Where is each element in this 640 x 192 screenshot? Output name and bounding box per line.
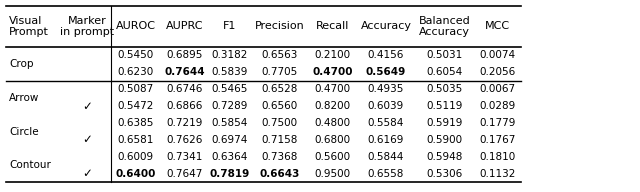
Text: 0.5035: 0.5035 <box>427 84 463 94</box>
Text: 0.7158: 0.7158 <box>262 135 298 145</box>
Text: AUROC: AUROC <box>116 21 156 31</box>
Text: 0.7289: 0.7289 <box>211 101 248 111</box>
Text: 0.6528: 0.6528 <box>262 84 298 94</box>
Text: 0.5450: 0.5450 <box>118 50 154 60</box>
Text: Precision: Precision <box>255 21 305 31</box>
Text: AUPRC: AUPRC <box>166 21 203 31</box>
Text: Arrow: Arrow <box>9 93 39 103</box>
Text: Contour: Contour <box>9 160 51 170</box>
Text: 0.5919: 0.5919 <box>427 118 463 128</box>
Text: 0.0067: 0.0067 <box>479 84 516 94</box>
Text: Marker
in prompt: Marker in prompt <box>60 16 114 37</box>
Text: 0.5854: 0.5854 <box>211 118 248 128</box>
Text: 0.9500: 0.9500 <box>315 169 351 179</box>
Text: 0.1132: 0.1132 <box>479 169 516 179</box>
Text: 0.6563: 0.6563 <box>262 50 298 60</box>
Text: 0.6364: 0.6364 <box>211 152 248 162</box>
Text: 0.4700: 0.4700 <box>315 84 351 94</box>
Text: 0.4156: 0.4156 <box>368 50 404 60</box>
Text: 0.5900: 0.5900 <box>427 135 463 145</box>
Text: Accuracy: Accuracy <box>360 21 412 31</box>
Text: 0.6974: 0.6974 <box>211 135 248 145</box>
Text: 0.7705: 0.7705 <box>262 67 298 77</box>
Text: 0.7500: 0.7500 <box>262 118 298 128</box>
Text: 0.5465: 0.5465 <box>211 84 248 94</box>
Text: F1: F1 <box>223 21 236 31</box>
Text: 0.0289: 0.0289 <box>479 101 516 111</box>
Text: 0.6560: 0.6560 <box>262 101 298 111</box>
Text: 0.5031: 0.5031 <box>427 50 463 60</box>
Text: 0.6895: 0.6895 <box>166 50 202 60</box>
Text: ✓: ✓ <box>82 133 92 146</box>
Text: 0.5087: 0.5087 <box>118 84 154 94</box>
Text: 0.6009: 0.6009 <box>118 152 154 162</box>
Text: 0.6866: 0.6866 <box>166 101 202 111</box>
Text: 0.5584: 0.5584 <box>368 118 404 128</box>
Text: 0.6558: 0.6558 <box>368 169 404 179</box>
Text: 0.7644: 0.7644 <box>164 67 205 77</box>
Text: 0.5649: 0.5649 <box>366 67 406 77</box>
Text: 0.6230: 0.6230 <box>118 67 154 77</box>
Text: 0.6643: 0.6643 <box>259 169 300 179</box>
Text: 0.6385: 0.6385 <box>118 118 154 128</box>
Text: MCC: MCC <box>485 21 510 31</box>
Text: 0.1779: 0.1779 <box>479 118 516 128</box>
Text: 0.2056: 0.2056 <box>479 67 516 77</box>
Text: 0.7647: 0.7647 <box>166 169 202 179</box>
Text: 0.5472: 0.5472 <box>118 101 154 111</box>
Text: Balanced
Accuracy: Balanced Accuracy <box>419 16 470 37</box>
Text: Crop: Crop <box>9 59 33 69</box>
Text: 0.7819: 0.7819 <box>209 169 250 179</box>
Text: 0.7219: 0.7219 <box>166 118 202 128</box>
Text: 0.3182: 0.3182 <box>211 50 248 60</box>
Text: 0.2100: 0.2100 <box>315 50 351 60</box>
Text: 0.5306: 0.5306 <box>427 169 463 179</box>
Text: 0.5844: 0.5844 <box>368 152 404 162</box>
Text: 0.7368: 0.7368 <box>262 152 298 162</box>
Text: 0.1767: 0.1767 <box>479 135 516 145</box>
Text: Visual
Prompt: Visual Prompt <box>9 16 49 37</box>
Text: 0.6746: 0.6746 <box>166 84 202 94</box>
Text: 0.4800: 0.4800 <box>315 118 351 128</box>
Text: 0.5839: 0.5839 <box>211 67 248 77</box>
Text: Circle: Circle <box>9 127 38 137</box>
Text: 0.6581: 0.6581 <box>118 135 154 145</box>
Text: 0.5600: 0.5600 <box>315 152 351 162</box>
Text: 0.4935: 0.4935 <box>368 84 404 94</box>
Text: 0.6169: 0.6169 <box>368 135 404 145</box>
Text: 0.5119: 0.5119 <box>427 101 463 111</box>
Text: 0.6800: 0.6800 <box>315 135 351 145</box>
Text: ✓: ✓ <box>82 100 92 113</box>
Text: 0.8200: 0.8200 <box>315 101 351 111</box>
Text: 0.4700: 0.4700 <box>312 67 353 77</box>
Text: 0.7626: 0.7626 <box>166 135 202 145</box>
Text: 0.6039: 0.6039 <box>368 101 404 111</box>
Text: Recall: Recall <box>316 21 349 31</box>
Text: 0.5948: 0.5948 <box>427 152 463 162</box>
Text: ✓: ✓ <box>82 167 92 180</box>
Text: 0.6400: 0.6400 <box>115 169 156 179</box>
Text: 0.7341: 0.7341 <box>166 152 202 162</box>
Text: 0.6054: 0.6054 <box>427 67 463 77</box>
Text: 0.1810: 0.1810 <box>479 152 516 162</box>
Text: 0.0074: 0.0074 <box>479 50 516 60</box>
